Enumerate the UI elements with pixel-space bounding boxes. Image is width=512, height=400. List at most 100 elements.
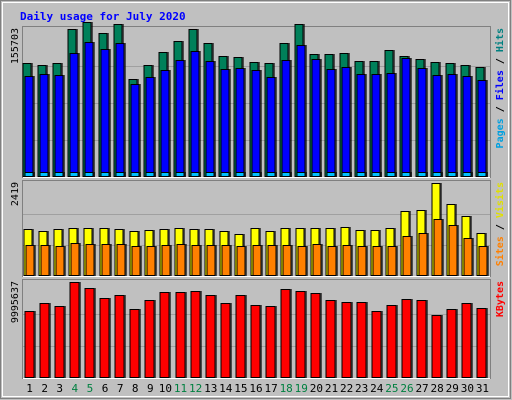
bar-pages-day-31: [477, 172, 487, 177]
bar-sites-day-28: [433, 219, 443, 276]
chart-title: Daily usage for July 2020: [20, 10, 186, 23]
bar-kbytes-day-20: [310, 293, 321, 378]
bar-sites-day-3: [55, 246, 65, 276]
bar-pages-day-16: [251, 172, 261, 177]
bar-pages-day-23: [356, 172, 366, 177]
panel-max-label: 9995637: [10, 281, 21, 323]
panel-visits-sites: 2419 Sites / Visits: [10, 180, 506, 277]
day-label-27: 27: [415, 382, 428, 395]
bar-pages-day-20: [311, 172, 321, 177]
bar-pages-day-12: [190, 172, 200, 177]
legend-entry: Pages: [495, 118, 506, 148]
bar-files-day-14: [220, 69, 230, 177]
day-label-24: 24: [370, 382, 384, 395]
bar-sites-day-10: [161, 245, 171, 276]
bar-files-day-9: [145, 77, 155, 177]
day-label-31: 31: [476, 382, 489, 395]
bar-files-day-29: [447, 74, 457, 177]
bar-files-day-2: [39, 74, 49, 177]
day-label-21: 21: [325, 382, 338, 395]
bar-kbytes-day-8: [129, 309, 140, 378]
bar-files-day-17: [266, 77, 276, 177]
legend-entry: Visits: [494, 182, 506, 218]
bar-kbytes-day-19: [295, 291, 306, 378]
bar-sites-day-9: [146, 246, 156, 276]
panel-max-label: 155703: [10, 28, 21, 64]
day-label-16: 16: [249, 382, 262, 395]
bar-pages-day-22: [341, 172, 351, 177]
bar-kbytes-day-1: [24, 311, 35, 378]
day-label-15: 15: [234, 382, 247, 395]
bar-pages-day-1: [24, 172, 34, 177]
bar-sites-day-11: [176, 244, 186, 276]
bar-pages-day-3: [54, 172, 64, 177]
bar-pages-day-10: [160, 172, 170, 177]
day-label-25: 25: [385, 382, 398, 395]
day-label-29: 29: [446, 382, 459, 395]
day-label-4: 4: [72, 382, 79, 395]
day-label-20: 20: [310, 382, 323, 395]
bar-sites-day-4: [70, 243, 80, 276]
bar-files-day-4: [69, 53, 79, 177]
bar-files-day-28: [432, 75, 442, 177]
bar-files-day-21: [326, 69, 336, 177]
bar-sites-day-29: [448, 225, 458, 276]
bar-sites-day-20: [312, 244, 322, 276]
bar-kbytes-day-4: [69, 282, 80, 378]
day-label-18: 18: [280, 382, 293, 395]
bar-pages-day-15: [235, 172, 245, 177]
legend-entry: /: [495, 52, 506, 70]
panel-hits-files-pages: 155703 Pages / Files / Hits: [10, 22, 506, 178]
panel-kbytes: 9995637 KBytes: [10, 279, 506, 379]
day-label-6: 6: [102, 382, 109, 395]
legend-entry: /: [495, 218, 506, 236]
bar-pages-day-21: [326, 172, 336, 177]
bar-files-day-5: [84, 42, 94, 177]
bar-kbytes-day-24: [371, 311, 382, 378]
bar-pages-day-11: [175, 172, 185, 177]
bar-files-day-10: [160, 70, 170, 177]
bar-pages-day-25: [386, 172, 396, 177]
day-axis-labels: 1 2 3 4 5 6 7 8 9 10 11 12 13 14 15 16 17 18 19 20 21 22 23 24 2…: [26, 382, 489, 395]
bar-kbytes-day-11: [175, 292, 186, 378]
bar-pages-day-7: [115, 172, 125, 177]
bar-sites-day-7: [116, 244, 126, 276]
panel-max-label: 2419: [10, 182, 21, 206]
bar-kbytes-day-29: [446, 309, 457, 378]
chart-panels: 155703 Pages / Files / Hits 2419 Sites / Vi…: [10, 22, 506, 379]
bar-files-day-18: [281, 60, 291, 177]
day-label-8: 8: [132, 382, 139, 395]
bar-sites-day-30: [463, 238, 473, 276]
bar-files-day-31: [477, 80, 487, 177]
bar-pages-day-5: [84, 172, 94, 177]
day-label-10: 10: [159, 382, 172, 395]
bar-pages-day-29: [447, 172, 457, 177]
legend-entry: Hits: [494, 28, 506, 52]
bar-sites-day-17: [267, 245, 277, 276]
bar-pages-day-24: [371, 172, 381, 177]
bar-pages-day-6: [100, 172, 110, 177]
day-label-1: 1: [26, 382, 33, 395]
legend-entry: KBytes: [495, 281, 506, 317]
bar-files-day-16: [251, 70, 261, 177]
day-label-22: 22: [340, 382, 353, 395]
day-label-13: 13: [204, 382, 217, 395]
bar-kbytes-day-28: [431, 315, 442, 378]
bar-kbytes-day-30: [461, 303, 472, 378]
bar-kbytes-day-27: [416, 300, 427, 378]
bar-kbytes-day-13: [205, 295, 216, 378]
day-label-17: 17: [264, 382, 277, 395]
bar-kbytes-day-5: [84, 288, 95, 378]
bar-sites-day-16: [252, 245, 262, 276]
bar-kbytes-day-17: [265, 306, 276, 378]
bar-files-day-15: [235, 68, 245, 177]
bar-sites-day-24: [372, 246, 382, 276]
day-label-7: 7: [117, 382, 124, 395]
bar-sites-day-2: [40, 245, 50, 276]
bar-sites-day-27: [418, 233, 428, 276]
bar-kbytes-day-6: [99, 298, 110, 378]
bar-sites-day-1: [25, 245, 35, 276]
bar-kbytes-day-10: [159, 292, 170, 378]
legend-entry: /: [495, 100, 506, 118]
bar-pages-day-8: [130, 172, 140, 177]
